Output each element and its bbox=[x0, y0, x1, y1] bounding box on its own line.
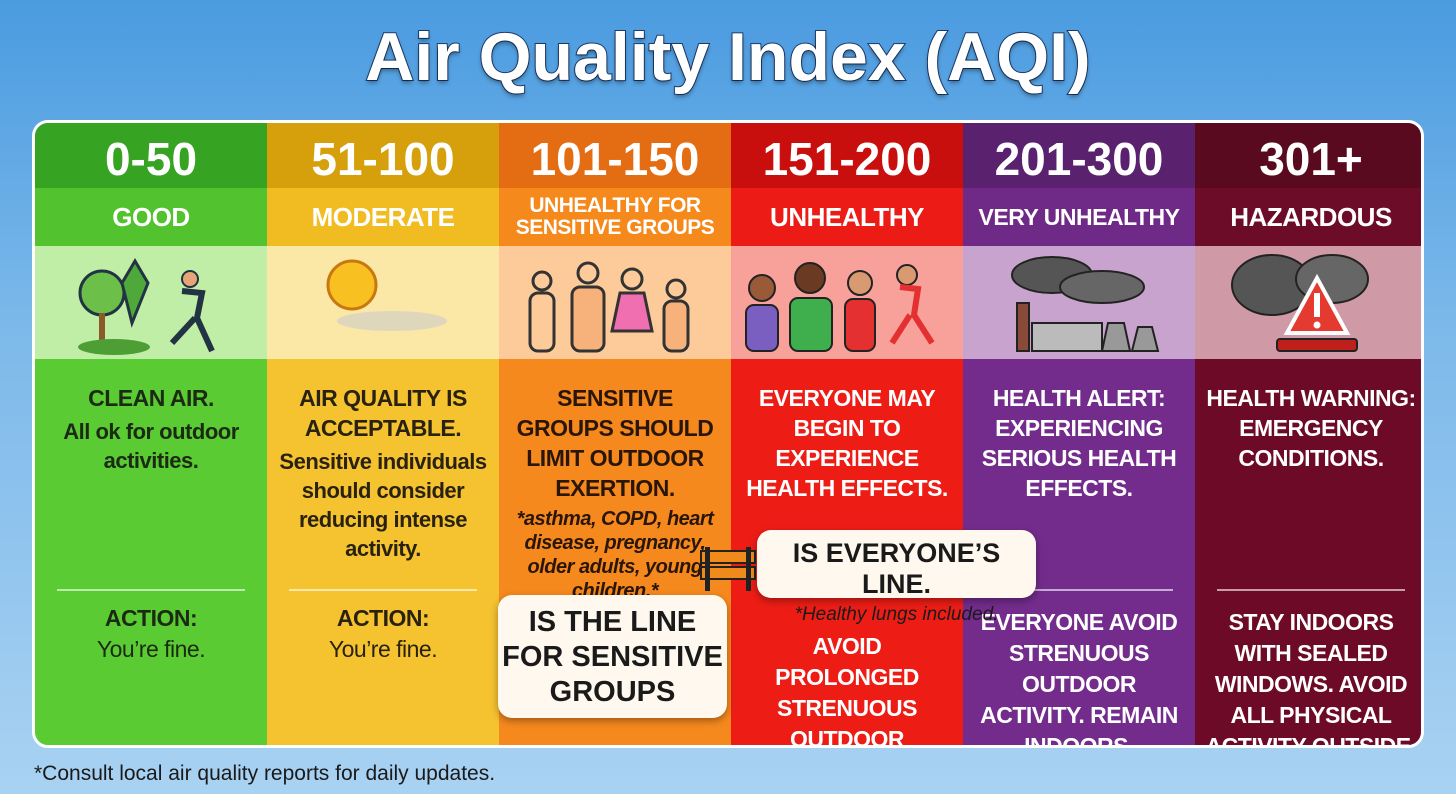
sensitive-callout: IS THE LINE FOR SENSITIVE GROUPS bbox=[498, 595, 727, 718]
icons bbox=[78, 254, 1369, 355]
warning-icon bbox=[1231, 254, 1369, 352]
people-icon bbox=[528, 261, 690, 353]
headline-block: SENSITIVE GROUPS SHOULD LIMIT OUTDOOR EX… bbox=[509, 383, 721, 603]
column-body: AIR QUALITY IS ACCEPTABLE. Sensitive indi… bbox=[267, 359, 499, 745]
headline: HEALTH ALERT: EXPERIENCING SERIOUS HEALT… bbox=[981, 385, 1177, 501]
action-block: ACTION: You’re fine. bbox=[45, 603, 257, 665]
action-text: STAY INDOORS WITH SEALED WINDOWS. AVOID … bbox=[1205, 609, 1417, 748]
detail: Sensitive individuals should consider re… bbox=[279, 449, 487, 561]
column-body: HEALTH WARNING: EMERGENCY CONDITIONS. STA… bbox=[1195, 359, 1421, 748]
action-block: STAY INDOORS WITH SEALED WINDOWS. AVOID … bbox=[1205, 607, 1417, 748]
aqi-column: 151-200 UNHEALTHY EVERYONE MAY BEGIN TO EX… bbox=[731, 123, 963, 745]
headline: HEALTH WARNING: EMERGENCY CONDITIONS. bbox=[1206, 385, 1416, 471]
factory-icon bbox=[1011, 256, 1160, 352]
headline-block: CLEAN AIR. All ok for outdoor activities. bbox=[45, 383, 257, 475]
everyone-callout-text: IS EVERYONE’S LINE. bbox=[792, 538, 1001, 599]
separator bbox=[289, 589, 477, 591]
title: Air Quality Index (AQI) bbox=[364, 18, 1091, 96]
separator bbox=[57, 589, 245, 591]
headline: AIR QUALITY IS ACCEPTABLE. bbox=[299, 385, 467, 441]
action-text: EVERYONE AVOID STRENUOUS OUTDOOR ACTIVIT… bbox=[980, 609, 1178, 748]
icon-band bbox=[35, 246, 267, 359]
aqi-level: HAZARDOUS bbox=[1195, 188, 1421, 246]
sun-icon bbox=[326, 259, 447, 331]
aqi-range: 101-150 bbox=[499, 123, 731, 188]
everyone-callout: IS EVERYONE’S LINE. *Healthy lungs inclu… bbox=[757, 530, 1036, 625]
separator bbox=[1217, 589, 1405, 591]
headline-block: AIR QUALITY IS ACCEPTABLE. Sensitive indi… bbox=[277, 383, 489, 563]
aqi-column: 51-100 MODERATE AIR QUALITY IS ACCEPTABLE.… bbox=[267, 123, 499, 745]
icon-band bbox=[267, 246, 499, 359]
action-label: ACTION: bbox=[336, 605, 430, 631]
aqi-level: UNHEALTHY bbox=[731, 188, 963, 246]
footnote: *Consult local air quality reports for d… bbox=[34, 762, 496, 785]
aqi-level: VERY UNHEALTHY bbox=[963, 188, 1195, 246]
headline: SENSITIVE GROUPS SHOULD LIMIT OUTDOOR EX… bbox=[516, 385, 714, 501]
everyone-callout-note: *Healthy lungs included. bbox=[794, 604, 999, 625]
column-body: CLEAN AIR. All ok for outdoor activities.… bbox=[35, 359, 267, 745]
aqi-range: 51-100 bbox=[267, 123, 499, 188]
headline-block: HEALTH ALERT: EXPERIENCING SERIOUS HEALT… bbox=[973, 383, 1185, 503]
aqi-column: 301+ HAZARDOUS HEALTH WARNING: EMERGENCY C… bbox=[1195, 123, 1421, 748]
icon-band bbox=[499, 246, 731, 359]
action-text: AVOID PROLONGED STRENUOUS OUTDOOR ACTIVI… bbox=[775, 633, 919, 748]
aqi-level: GOOD bbox=[35, 188, 267, 246]
barrier-icon bbox=[700, 547, 756, 591]
action-text: You’re fine. bbox=[328, 636, 438, 662]
aqi-level: UNHEALTHY FOR SENSITIVE GROUPS bbox=[499, 188, 731, 246]
action-text: You’re fine. bbox=[96, 636, 206, 662]
headline: CLEAN AIR. bbox=[88, 385, 214, 411]
detail: *asthma, COPD, heart disease, pregnancy,… bbox=[516, 508, 714, 602]
action-block: AVOID PROLONGED STRENUOUS OUTDOOR ACTIVI… bbox=[741, 631, 953, 748]
detail: All ok for outdoor activities. bbox=[63, 419, 239, 473]
aqi-column: 201-300 VERY UNHEALTHY HEALTH ALERT: EXPER… bbox=[963, 123, 1195, 745]
aqi-table: 0-50 GOOD CLEAN AIR. All ok for outdoor act… bbox=[32, 120, 1424, 748]
aqi-range: 301+ bbox=[1195, 123, 1421, 188]
aqi-range: 151-200 bbox=[731, 123, 963, 188]
action-block: ACTION: You’re fine. bbox=[277, 603, 489, 665]
headline-block: EVERYONE MAY BEGIN TO EXPERIENCE HEALTH … bbox=[741, 383, 953, 503]
coughing-people-icon bbox=[745, 262, 935, 352]
headline: EVERYONE MAY BEGIN TO EXPERIENCE HEALTH … bbox=[746, 385, 948, 501]
aqi-range: 201-300 bbox=[963, 123, 1195, 188]
trees-runner-icon bbox=[78, 258, 215, 355]
action-label: ACTION: bbox=[104, 605, 198, 631]
aqi-column: 0-50 GOOD CLEAN AIR. All ok for outdoor act… bbox=[35, 123, 267, 745]
separator bbox=[985, 589, 1173, 591]
action-block: EVERYONE AVOID STRENUOUS OUTDOOR ACTIVIT… bbox=[973, 607, 1185, 748]
aqi-range: 0-50 bbox=[35, 123, 267, 188]
aqi-level: MODERATE bbox=[267, 188, 499, 246]
headline-block: HEALTH WARNING: EMERGENCY CONDITIONS. bbox=[1205, 383, 1417, 473]
